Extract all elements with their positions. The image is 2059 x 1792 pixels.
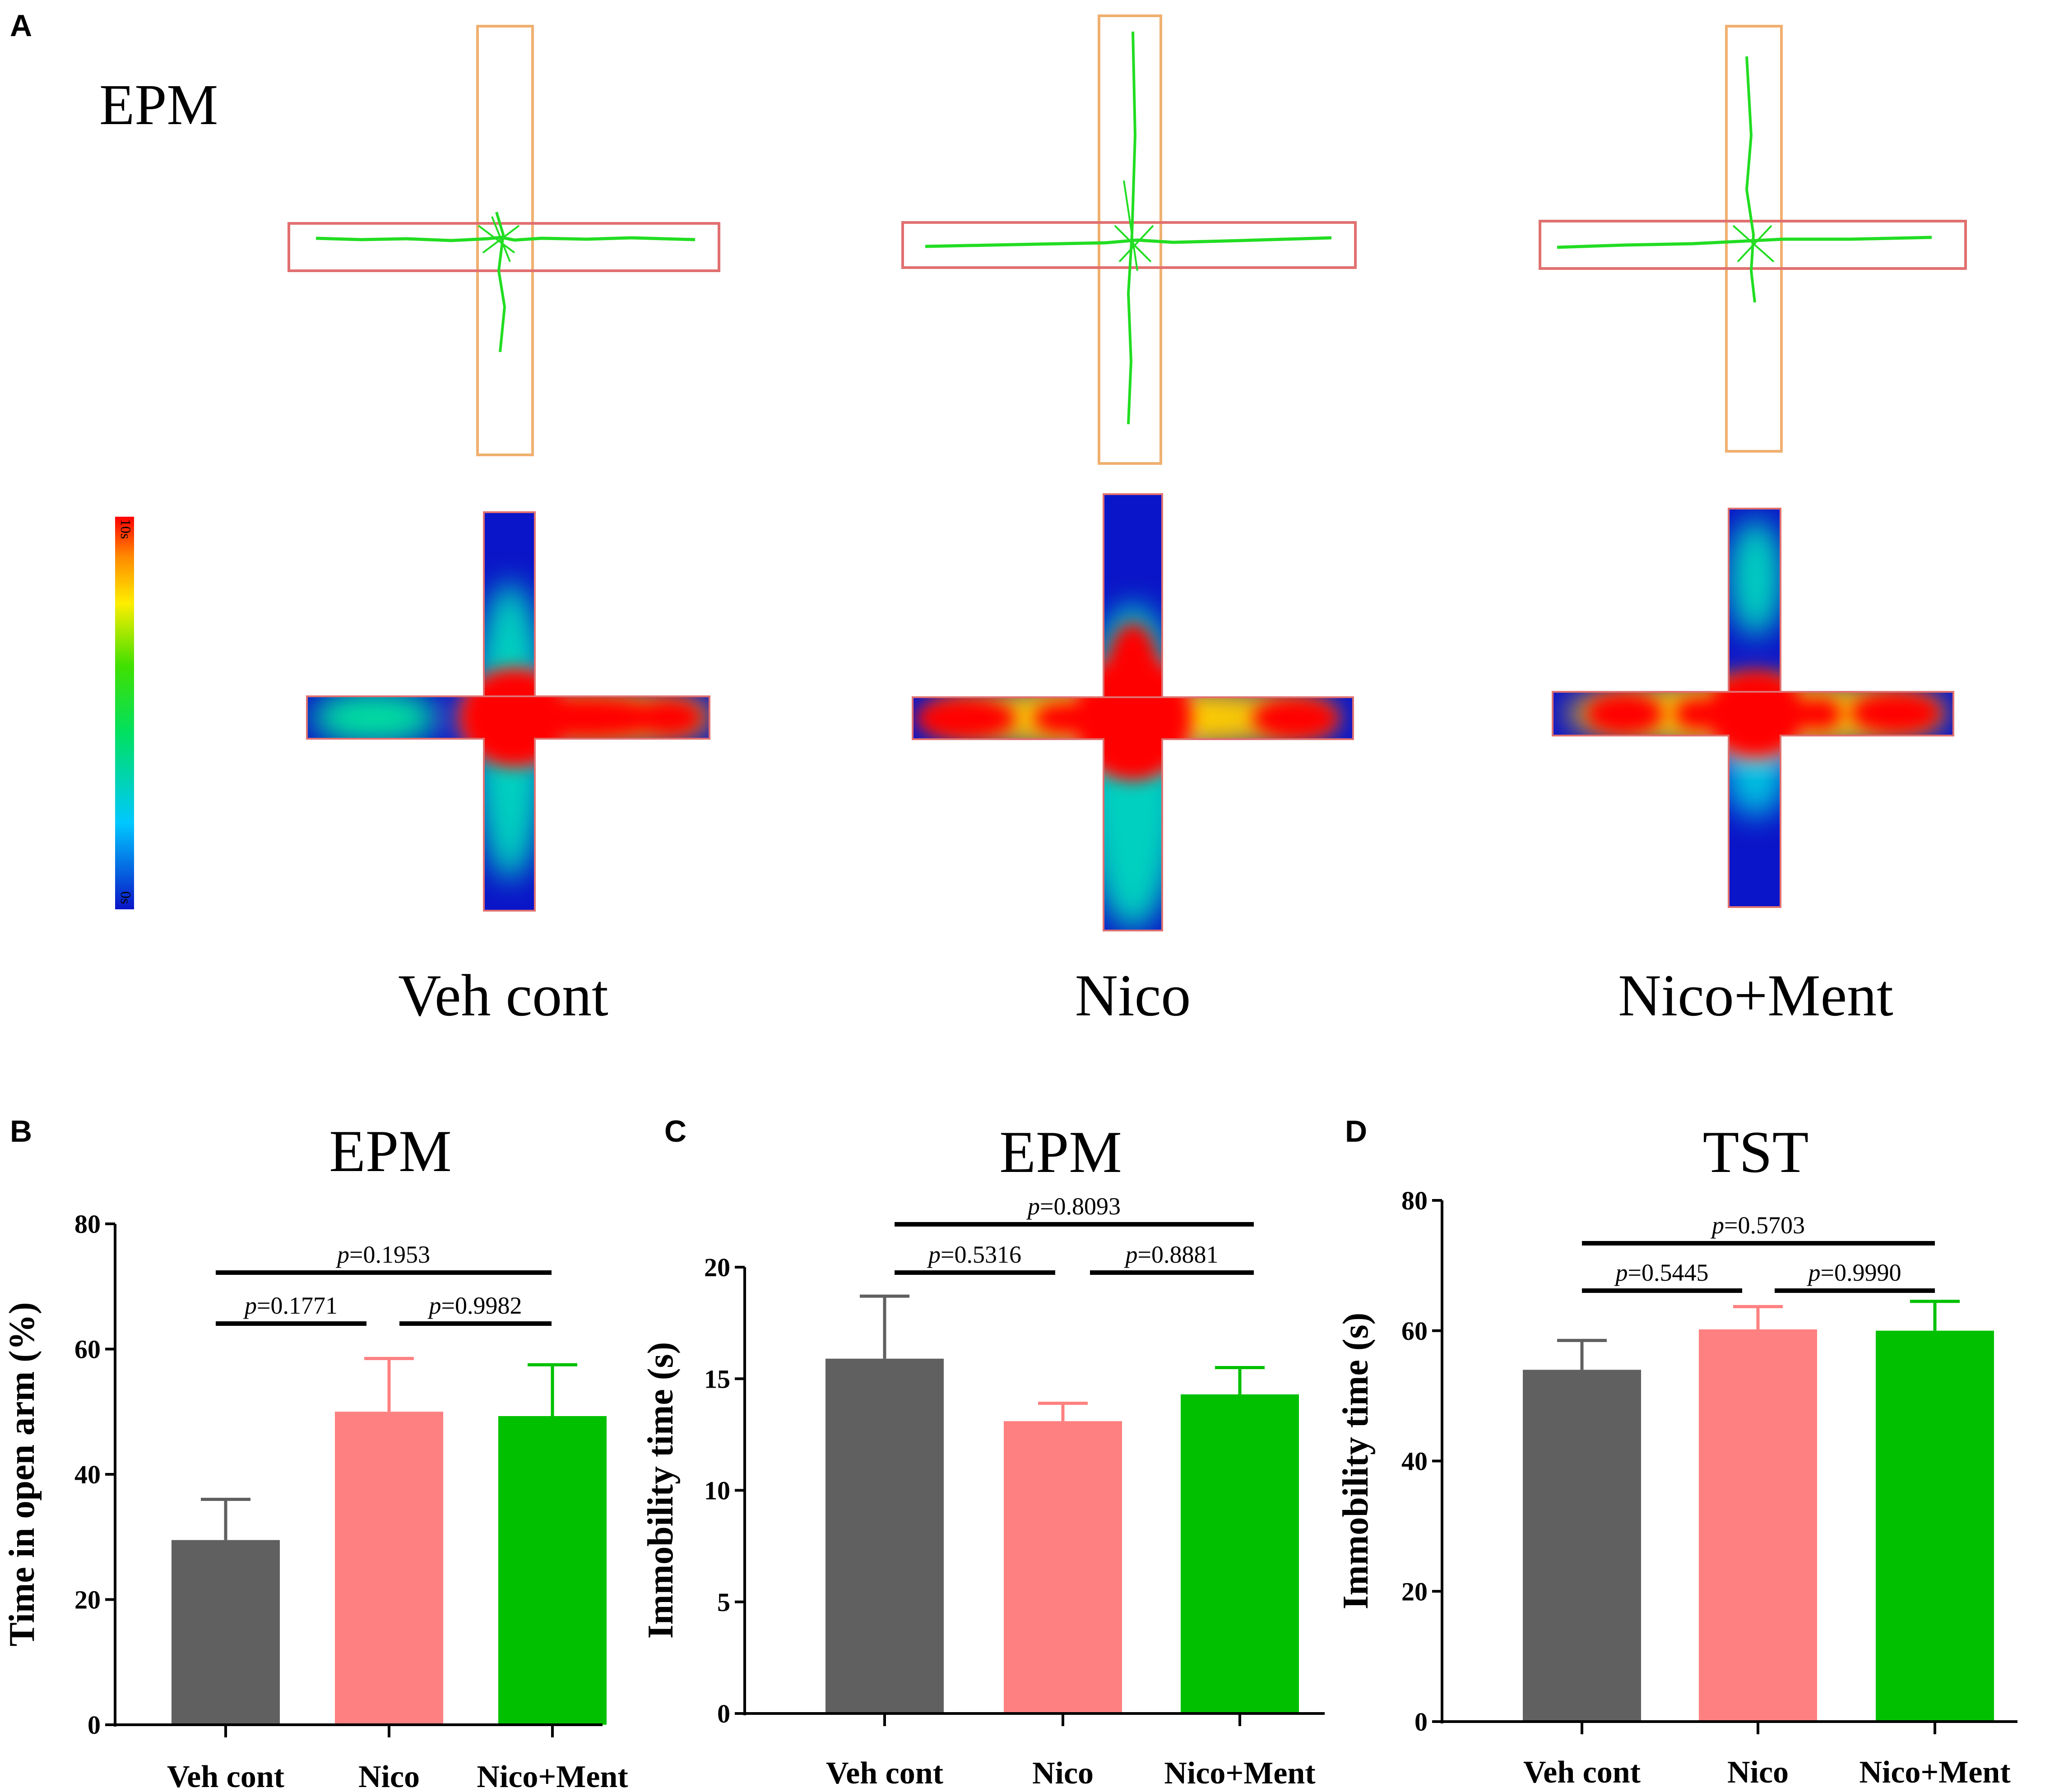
y-tick-label: 15: [704, 1364, 730, 1394]
bar-3: [1181, 1394, 1299, 1713]
y-tick-label: 80: [74, 1209, 101, 1239]
p-value-number: =0.9990: [1821, 1259, 1901, 1286]
panel-a: A EPM 10s 0s: [10, 9, 1967, 1028]
error-bar-3: [528, 1363, 577, 1416]
bar-1: [825, 1358, 944, 1713]
p-value-prefix: p: [427, 1292, 441, 1319]
bar-3: [1876, 1330, 1994, 1722]
p-value-prefix: p: [335, 1241, 349, 1268]
y-tick-label: 80: [1401, 1186, 1428, 1215]
error-bar-3: [1910, 1300, 1960, 1331]
heatmap-veh-cont: [306, 511, 710, 912]
heatmap-nico: [912, 493, 1354, 931]
y-axis-label: Immobility time (s): [641, 1342, 681, 1639]
group-label-veh-cont: Veh cont: [398, 962, 608, 1028]
x-tick-label: Nico: [358, 1760, 420, 1792]
error-bar-1: [860, 1294, 909, 1359]
error-bar-1: [1557, 1338, 1607, 1370]
bar-2: [1699, 1329, 1817, 1722]
y-tick-label: 40: [1401, 1447, 1428, 1476]
p-value-label: p=0.5316: [927, 1241, 1021, 1268]
p-value-number: =0.5703: [1724, 1212, 1805, 1239]
p-value-prefix: p: [1614, 1259, 1628, 1286]
error-bar-2: [364, 1357, 414, 1412]
p-value-number: =0.1771: [257, 1292, 338, 1319]
colorbar-min-label: 0s: [118, 891, 134, 904]
p-value-label: p=0.8881: [1124, 1241, 1219, 1268]
x-tick-label: Nico+Ment: [1164, 1756, 1315, 1791]
chart-b: EPM Time in open arm (%) 0 20 40 60 80 Veh cont…: [2, 1118, 628, 1792]
panel-letter-b: B: [10, 1114, 32, 1148]
chart-title: TST: [1703, 1119, 1809, 1185]
p-value-number: =0.8881: [1138, 1241, 1219, 1268]
colorbar-max-label: 10s: [118, 519, 134, 539]
y-tick-label: 60: [1401, 1316, 1428, 1346]
bar-2: [335, 1412, 443, 1725]
y-tick-label: 0: [88, 1710, 101, 1740]
chart-c: EPM Immobility time (s) 0 5 10 15 20 Veh cont Ni…: [641, 1119, 1325, 1791]
p-value-number: =0.5316: [941, 1241, 1021, 1268]
error-bar-1: [201, 1498, 250, 1540]
p-value-number: =0.9982: [441, 1292, 522, 1319]
x-tick-label: Veh cont: [167, 1760, 284, 1792]
y-tick-label: 60: [74, 1335, 101, 1364]
y-tick-label: 20: [1401, 1577, 1428, 1606]
y-axis-label: Immobility time (s): [1336, 1313, 1376, 1610]
bar-2: [1004, 1421, 1122, 1713]
error-bar-3: [1215, 1366, 1265, 1394]
bar-1: [172, 1540, 280, 1725]
panel-letter-c: C: [664, 1114, 686, 1148]
y-tick-label: 5: [717, 1588, 730, 1617]
p-value-number: =0.5445: [1628, 1259, 1709, 1286]
error-bar-2: [1733, 1305, 1783, 1329]
p-value-prefix: p: [1026, 1193, 1040, 1220]
y-tick-label: 10: [704, 1476, 730, 1505]
track-plot-veh-cont: [288, 25, 720, 456]
p-value-label: p=0.5445: [1614, 1259, 1709, 1286]
group-label-nico: Nico: [1075, 962, 1191, 1028]
p-value-prefix: p: [927, 1241, 941, 1268]
x-tick-label: Nico+Ment: [477, 1760, 628, 1792]
p-value-label: p=0.9990: [1807, 1259, 1901, 1286]
track-plot-nico-ment: [1539, 25, 1967, 453]
p-value-prefix: p: [1124, 1241, 1138, 1268]
p-value-number: =0.1953: [349, 1241, 430, 1268]
p-value-prefix: p: [1807, 1259, 1821, 1286]
chart-title: EPM: [329, 1118, 451, 1184]
p-value-label: p=0.1953: [335, 1241, 430, 1268]
p-value-number: =0.8093: [1040, 1193, 1121, 1220]
group-label-nico-ment: Nico+Ment: [1618, 962, 1893, 1028]
p-value-label: p=0.8093: [1026, 1193, 1121, 1220]
x-tick-label: Nico: [1032, 1756, 1094, 1791]
bar-3: [498, 1416, 607, 1725]
y-axis-label: Time in open arm (%): [2, 1302, 42, 1647]
y-tick-label: 20: [74, 1585, 101, 1615]
p-value-prefix: p: [243, 1292, 257, 1319]
x-tick-label: Veh cont: [826, 1756, 943, 1791]
chart-d: TST Immobility time (s) 0 20 40 60 80 Veh cont N…: [1336, 1119, 2017, 1790]
bar-1: [1523, 1370, 1641, 1722]
y-tick-label: 20: [704, 1253, 730, 1282]
p-value-label: p=0.1771: [243, 1292, 338, 1319]
p-value-label: p=0.9982: [427, 1292, 522, 1319]
panel-a-label: EPM: [99, 73, 218, 137]
error-bar-2: [1038, 1402, 1088, 1422]
panel-letter-d: D: [1345, 1114, 1367, 1148]
y-tick-label: 40: [74, 1460, 101, 1489]
track-plot-nico: [901, 14, 1357, 465]
colorbar: 10s 0s: [115, 517, 134, 909]
panel-letter-a: A: [10, 9, 32, 43]
x-tick-label: Nico: [1727, 1755, 1789, 1790]
y-tick-label: 0: [717, 1699, 730, 1728]
y-tick-label: 0: [1414, 1707, 1428, 1736]
chart-title: EPM: [999, 1119, 1122, 1185]
heatmap-nico-ment: [1552, 508, 1954, 908]
p-value-label: p=0.5703: [1710, 1212, 1805, 1239]
x-tick-label: Veh cont: [1523, 1755, 1641, 1790]
p-value-prefix: p: [1710, 1212, 1724, 1239]
x-tick-label: Nico+Ment: [1859, 1755, 2010, 1790]
